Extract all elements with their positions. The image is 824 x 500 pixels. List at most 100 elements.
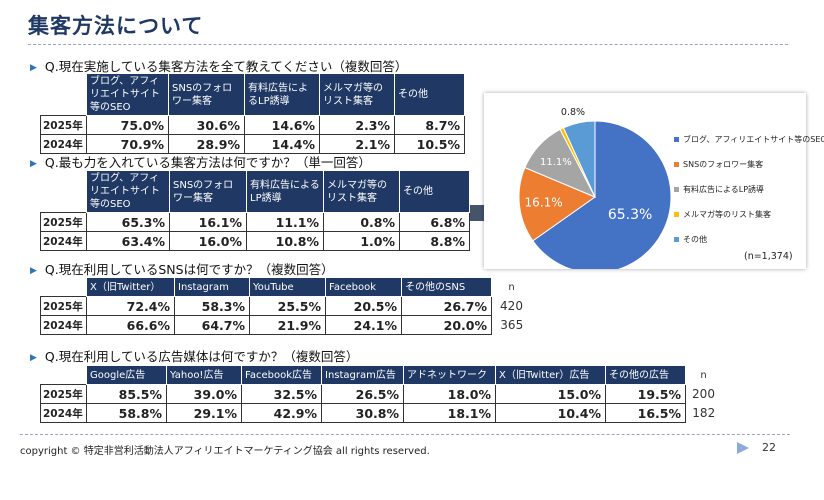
cell-value: 39.0% (166, 384, 242, 404)
legend-item: その他 (674, 227, 824, 252)
legend-swatch (674, 212, 679, 217)
col-header: メルマガ等のリスト集客 (319, 73, 395, 116)
question-1: ▶ Q.現在実施している集客方法を全て教えてください（複数回答） (30, 56, 407, 75)
col-header: Yahoo!広告 (166, 365, 242, 385)
table-corner (40, 73, 87, 116)
chart-legend: ブログ、アフィリエイトサイト等のSEO SNSのフォロワー集客 有料広告によるLP誘… (674, 127, 824, 252)
col-header: SNSのフォロワー集客 (169, 170, 247, 213)
question-4: ▶ Q.現在利用している広告媒体は何ですか？（複数回答） (30, 346, 358, 365)
col-header: Facebook広告 (241, 365, 322, 385)
col-header: その他のSNS (401, 277, 492, 297)
table-row: 2025年 75.0% 30.6% 14.6% 2.3% 8.7% (40, 115, 465, 135)
row-year: 2025年 (40, 296, 87, 316)
table-corner (40, 277, 87, 297)
cell-value: 58.3% (174, 296, 250, 316)
cell-value: 26.5% (321, 384, 404, 404)
table-corner (40, 170, 87, 213)
cell-n: 182 (692, 406, 716, 420)
cell-n: 365 (500, 318, 524, 332)
col-header: Instagram広告 (321, 365, 404, 385)
col-header: アドネットワーク (403, 365, 496, 385)
cell-value: 63.4% (86, 231, 170, 251)
col-header: 有料広告によるLP誘導 (246, 170, 324, 213)
cell-value: 15.0% (495, 384, 606, 404)
table-row: 2024年 66.6% 64.7% 21.9% 24.1% 20.0% 365 (40, 315, 532, 335)
question-3: ▶ Q.現在利用しているSNSは何ですか？（複数回答） (30, 259, 334, 278)
cell-value: 66.6% (86, 315, 175, 335)
col-header: X（旧Twitter） (86, 277, 175, 297)
bullet-triangle-icon: ▶ (30, 266, 37, 276)
legend-swatch (674, 137, 679, 142)
cell-value: 8.8% (399, 231, 470, 251)
pie-data-label: 16.1% (525, 196, 563, 210)
cell-value: 6.8% (399, 212, 470, 232)
cell-value: 10.5% (394, 134, 465, 154)
pie-data-label: 11.1% (540, 157, 572, 168)
col-header: Facebook (325, 277, 402, 297)
pie-slice (562, 120, 596, 198)
cell-value: 21.9% (249, 315, 326, 335)
page-title: 集客方法について (28, 14, 204, 38)
cell-value: 29.1% (166, 403, 242, 423)
col-header: ブログ、アフィリエイトサイト等のSEO (86, 73, 169, 116)
cell-value: 20.5% (325, 296, 402, 316)
cell-value: 25.5% (249, 296, 326, 316)
table-row: 2024年 70.9% 28.9% 14.4% 2.1% 10.5% (40, 134, 465, 154)
cell-value: 10.8% (246, 231, 324, 251)
cell-value: 30.6% (168, 115, 245, 135)
cell-value: 30.8% (321, 403, 404, 423)
cell-value: 64.7% (174, 315, 250, 335)
col-header: その他 (399, 170, 470, 213)
legend-swatch (674, 187, 679, 192)
page-number: 22 (762, 441, 776, 454)
cell-value: 28.9% (168, 134, 245, 154)
legend-swatch (674, 162, 679, 167)
page-marker-icon (737, 442, 749, 454)
question-2-text: Q.最も力を入れている集客方法は何ですか？（単一回答） (44, 155, 371, 170)
legend-label: 有料広告によるLP誘導 (683, 185, 765, 194)
col-header: Google広告 (86, 365, 167, 385)
legend-item: メルマガ等のリスト集客 (674, 202, 824, 227)
cell-value: 26.7% (401, 296, 492, 316)
cell-value: 10.4% (495, 403, 606, 423)
legend-item: SNSのフォロワー集客 (674, 152, 824, 177)
pie-slice (532, 120, 672, 269)
cell-value: 42.9% (241, 403, 322, 423)
row-year: 2024年 (40, 315, 87, 335)
table-row: 2024年 63.4% 16.0% 10.8% 1.0% 8.8% (40, 231, 470, 251)
col-header: 有料広告によるLP誘導 (244, 73, 320, 116)
row-year: 2024年 (40, 403, 87, 423)
col-header: SNSのフォロワー集客 (168, 73, 245, 116)
table-row: 2024年 58.8% 29.1% 42.9% 30.8% 18.1% 10.4… (40, 403, 722, 423)
bullet-triangle-icon: ▶ (30, 159, 37, 169)
cell-value: 72.4% (86, 296, 175, 316)
cell-value: 2.1% (319, 134, 395, 154)
col-header: メルマガ等のリスト集客 (323, 170, 400, 213)
cell-value: 70.9% (86, 134, 169, 154)
pie-chart-card: 65.3% 16.1% 11.1% 0.8% (484, 93, 806, 269)
cell-n: 420 (500, 299, 523, 313)
cell-value: 85.5% (86, 384, 167, 404)
cell-value: 75.0% (86, 115, 169, 135)
legend-label: SNSのフォロワー集客 (683, 160, 764, 169)
cell-value: 1.0% (323, 231, 400, 251)
cell-value: 14.6% (244, 115, 320, 135)
cell-value: 16.5% (605, 403, 686, 423)
cell-value: 8.7% (394, 115, 465, 135)
cell-value: 2.3% (319, 115, 395, 135)
col-header: その他の広告 (605, 365, 686, 385)
col-header: その他 (394, 73, 465, 116)
question-1-text: Q.現在実施している集客方法を全て教えてください（複数回答） (44, 59, 408, 74)
legend-label: ブログ、アフィリエイトサイト等のSEO (683, 135, 824, 144)
table-q4: Google広告 Yahoo!広告 Facebook広告 Instagram広告… (40, 365, 722, 423)
pie-data-label: 0.8% (561, 107, 585, 118)
pie-slice (518, 166, 597, 242)
cell-n: 200 (692, 387, 715, 401)
row-year: 2025年 (40, 384, 87, 404)
legend-label: メルマガ等のリスト集客 (683, 210, 771, 219)
legend-item: ブログ、アフィリエイトサイト等のSEO (674, 127, 824, 152)
col-header: ブログ、アフィリエイトサイト等のSEO (86, 170, 170, 213)
table-row: 2025年 72.4% 58.3% 25.5% 20.5% 26.7% 420 (40, 296, 532, 316)
cell-value: 24.1% (325, 315, 402, 335)
cell-value: 20.0% (401, 315, 492, 335)
